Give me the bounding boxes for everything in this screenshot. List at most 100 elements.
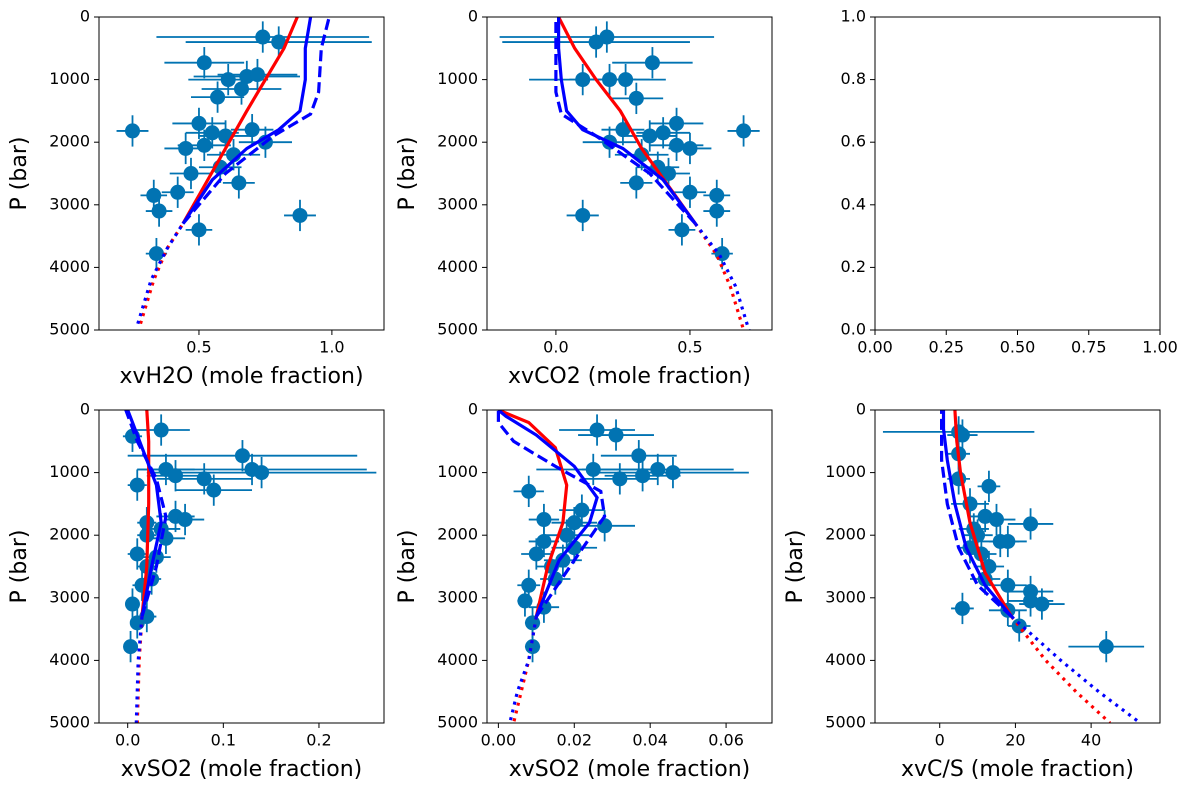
point — [988, 512, 1004, 528]
plot-area — [496, 410, 749, 723]
x-tick-label: 20 — [1005, 731, 1025, 750]
point — [148, 246, 164, 262]
curve — [136, 222, 185, 325]
point — [589, 422, 605, 438]
point — [615, 122, 631, 138]
point — [210, 89, 226, 105]
point — [709, 187, 725, 203]
x-axis-label: xvH2O (mole fraction) — [119, 364, 363, 389]
panel: 0.5 1.0 0 1000 2000 3000 4000 5000 xvH2O (mole f… — [7, 7, 385, 389]
curve — [181, 17, 331, 225]
y-tick-label: 0 — [80, 7, 90, 26]
y-axis-label: P (bar) — [783, 530, 808, 604]
point — [597, 518, 613, 534]
point — [566, 515, 582, 531]
x-tick-label: 0.00 — [481, 731, 517, 750]
point — [642, 128, 658, 144]
x-tick-label: 0.2 — [306, 731, 331, 750]
point — [255, 29, 271, 45]
curve — [140, 410, 151, 617]
y-tick-label: 5000 — [49, 713, 90, 732]
y-tick-label: 2000 — [49, 525, 90, 544]
y-tick-label: 0.0 — [841, 320, 866, 339]
curve — [953, 410, 1013, 618]
y-tick-label: 2000 — [49, 132, 90, 151]
plot-area — [499, 17, 760, 330]
point — [585, 461, 601, 477]
y-tick-label: 5000 — [825, 713, 866, 732]
x-tick-label: 0.75 — [1071, 338, 1107, 357]
point — [234, 81, 249, 97]
plot-area — [116, 17, 372, 325]
x-axis-label: xvC/S (mole fraction) — [901, 757, 1134, 782]
point — [575, 207, 591, 223]
point — [736, 123, 752, 139]
curve — [940, 410, 1013, 618]
point — [674, 222, 690, 238]
axes-frame — [98, 16, 385, 331]
point — [631, 448, 647, 464]
point — [1023, 593, 1039, 609]
y-axis-label: P (bar) — [7, 137, 32, 211]
point — [1011, 618, 1027, 634]
x-tick-label: 0.06 — [708, 731, 744, 750]
y-tick-label: 0.6 — [841, 132, 866, 151]
x-tick-label: 1.00 — [1142, 338, 1178, 357]
y-tick-label: 1000 — [49, 69, 90, 88]
point — [124, 596, 140, 612]
point — [206, 482, 222, 498]
point — [292, 207, 308, 223]
point — [196, 137, 212, 153]
curve — [124, 410, 168, 618]
panel: 0 20 40 0 1000 2000 3000 4000 5000 xvC/S (mole fr… — [783, 400, 1161, 782]
axes-frame — [874, 16, 1161, 331]
point — [608, 427, 624, 443]
curve — [557, 17, 697, 225]
panel: 0.0 0.5 0 1000 2000 3000 4000 5000 xvCO2 (mole f… — [395, 7, 773, 389]
x-axis-label: xvSO2 (mole fraction) — [121, 757, 363, 782]
x-axis-label: xvSO2 (mole fraction) — [509, 757, 751, 782]
point — [521, 483, 537, 499]
point — [669, 115, 685, 131]
y-axis-label: P (bar) — [395, 530, 420, 604]
curve — [693, 222, 746, 330]
y-tick-label: 5000 — [437, 320, 478, 339]
x-tick-label: 0 — [935, 731, 945, 750]
x-tick-label: 0.00 — [857, 338, 893, 357]
y-tick-label: 0 — [468, 7, 478, 26]
point — [234, 448, 250, 464]
y-tick-label: 0 — [468, 400, 478, 419]
curve — [138, 222, 185, 325]
panel: 0.00 0.25 0.50 0.75 1.00 0.0 0.2 0.4 0.6 0.8 1.0 — [841, 7, 1178, 357]
point — [170, 184, 186, 200]
y-tick-label: 1.0 — [841, 7, 866, 26]
point — [249, 67, 265, 83]
point — [183, 166, 199, 181]
curve — [497, 410, 569, 617]
point — [129, 477, 145, 493]
point — [981, 478, 997, 494]
point — [231, 175, 247, 191]
y-tick-label: 4000 — [825, 650, 866, 669]
point — [1000, 533, 1016, 549]
axes-frame — [486, 409, 773, 724]
point — [177, 512, 193, 528]
point — [196, 55, 212, 71]
y-tick-label: 4000 — [437, 650, 478, 669]
x-tick-label: 0.5 — [677, 338, 702, 357]
point — [536, 533, 552, 549]
x-tick-label: 0.5 — [186, 338, 211, 357]
point — [528, 546, 544, 562]
panel: 0.0 0.1 0.2 0 1000 2000 3000 4000 5000 xvSO2 (mol… — [7, 400, 385, 782]
axes-frame — [98, 409, 385, 724]
x-tick-label: 0.0 — [543, 338, 568, 357]
x-tick-label: 0.25 — [928, 338, 964, 357]
y-tick-label: 5000 — [49, 320, 90, 339]
point — [669, 137, 685, 153]
point — [191, 222, 207, 238]
point — [588, 34, 604, 50]
y-tick-label: 0.4 — [841, 194, 866, 213]
y-tick-label: 2000 — [437, 132, 478, 151]
point — [525, 615, 541, 631]
